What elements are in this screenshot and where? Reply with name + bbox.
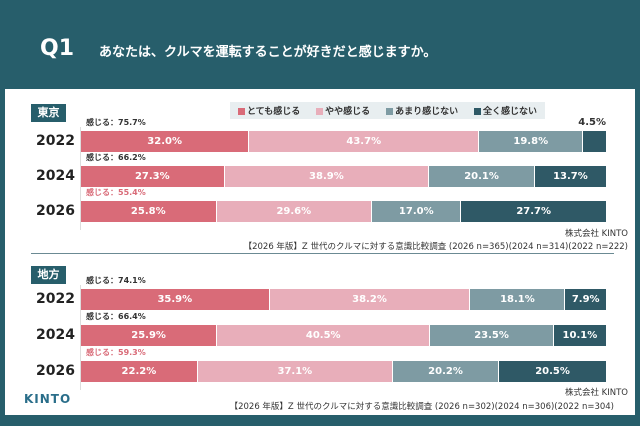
stacked-bar: 27.3% 38.9% 20.1% 13.7% xyxy=(81,166,607,187)
data-label: 25.8% xyxy=(130,206,166,217)
total-agree-label: 感じる：59.3% xyxy=(86,348,146,357)
question-number: Q1 xyxy=(40,36,75,61)
bar-segment: 4.5% xyxy=(578,117,607,152)
data-label: 20.1% xyxy=(464,171,499,182)
bar-segment: 27.3% xyxy=(81,166,225,187)
total-agree-label: 感じる：75.7% xyxy=(86,118,146,127)
bar-segment: 23.5% xyxy=(430,325,554,346)
data-label: 25.9% xyxy=(131,330,166,341)
section-label-region: 地方 xyxy=(31,266,66,284)
stacked-bar: 35.9% 38.2% 18.1% 7.9% xyxy=(81,289,607,310)
legend-item: やや感じる xyxy=(316,104,370,117)
bar-segment: 10.1% xyxy=(553,325,607,346)
bar-segment: 37.1% xyxy=(197,361,393,382)
bar-segment: 32.0% xyxy=(81,131,250,152)
survey-note: 【2026 年版】Z 世代のクルマに対する意識比較調査 (2026 n=302)… xyxy=(229,402,614,412)
bar-segment: 20.1% xyxy=(429,166,535,187)
data-label: 19.8% xyxy=(513,136,549,147)
stacked-bar: 32.0% 43.7% 19.8% 4.5% xyxy=(81,117,607,152)
data-label: 35.9% xyxy=(157,294,193,305)
stacked-bar: 25.8% 29.6% 17.0% 27.7% xyxy=(81,201,607,222)
data-label: 20.2% xyxy=(428,366,463,377)
legend-swatch xyxy=(473,108,481,115)
legend-swatch xyxy=(237,108,245,115)
legend-item: あまり感じない xyxy=(386,104,458,117)
year-label: 2024 xyxy=(36,327,75,343)
bar-segment: 43.7% xyxy=(249,131,480,152)
data-label: 27.3% xyxy=(134,171,170,182)
legend-label: 全く感じない xyxy=(482,107,537,117)
bar-segment: 25.9% xyxy=(81,325,218,346)
data-label: 27.7% xyxy=(516,206,552,217)
legend-swatch xyxy=(316,108,324,115)
legend-label: あまり感じない xyxy=(395,107,459,117)
data-label: 29.6% xyxy=(276,206,312,217)
data-label: 23.5% xyxy=(474,330,509,341)
data-label: 10.1% xyxy=(562,330,598,341)
data-label: 7.9% xyxy=(571,294,600,305)
source-label: 株式会社 KINTO xyxy=(564,229,628,239)
bar-segment: 27.7% xyxy=(461,201,607,222)
stacked-bar: 25.9% 40.5% 23.5% 10.1% xyxy=(81,325,607,346)
data-label: 43.7% xyxy=(346,136,382,147)
year-label: 2026 xyxy=(36,203,75,219)
year-label: 2024 xyxy=(36,168,75,184)
data-label: 20.5% xyxy=(535,366,570,377)
bar-segment: 38.2% xyxy=(269,289,471,310)
year-label: 2026 xyxy=(36,363,75,379)
data-label: 13.7% xyxy=(553,171,588,182)
data-label: 38.9% xyxy=(309,171,344,182)
data-label: 37.1% xyxy=(277,366,313,377)
data-label: 32.0% xyxy=(147,136,182,147)
survey-note: 【2026 年版】Z 世代のクルマに対する意識比較調査 (2026 n=365)… xyxy=(243,242,628,252)
bar-segment: 29.6% xyxy=(216,201,373,222)
data-label: 4.5% xyxy=(578,117,606,128)
question-text: あなたは、クルマを運転することが好きだと感じますか。 xyxy=(99,45,437,60)
bar-segment: 40.5% xyxy=(217,325,431,346)
section-label-tokyo: 東京 xyxy=(31,104,66,122)
stacked-bar: 22.2% 37.1% 20.2% 20.5% xyxy=(81,361,607,382)
legend-item: とても感じる xyxy=(237,104,301,117)
data-label: 17.0% xyxy=(398,206,434,217)
legend-label: やや感じる xyxy=(325,107,371,117)
bar-segment: 19.8% xyxy=(479,131,584,152)
legend-swatch xyxy=(386,108,394,115)
bar-segment: 13.7% xyxy=(534,166,607,187)
bar-segment: 20.5% xyxy=(499,361,607,382)
data-label: 40.5% xyxy=(305,330,341,341)
axis-line xyxy=(80,285,81,390)
section-divider xyxy=(31,253,614,254)
bar-segment: 35.9% xyxy=(81,289,270,310)
bar-segment: 7.9% xyxy=(565,289,607,310)
total-agree-label: 感じる：66.2% xyxy=(86,153,146,162)
total-agree-label: 感じる：55.4% xyxy=(86,188,146,197)
data-label: 18.1% xyxy=(500,294,535,305)
year-label: 2022 xyxy=(36,291,75,307)
year-label: 2022 xyxy=(36,133,75,149)
axis-line xyxy=(80,127,81,230)
bar-segment: 25.8% xyxy=(81,201,217,222)
total-agree-label: 感じる：74.1% xyxy=(86,276,146,285)
source-label: 株式会社 KINTO xyxy=(564,388,628,398)
bar-segment: 17.0% xyxy=(372,201,462,222)
total-agree-label: 感じる：66.4% xyxy=(86,312,146,321)
legend-label: とても感じる xyxy=(246,107,301,117)
bar-segment: 38.9% xyxy=(224,166,430,187)
legend-item: 全く感じない xyxy=(473,104,537,117)
data-label: 22.2% xyxy=(121,366,157,377)
kinto-logo: KINTO xyxy=(24,392,72,406)
bar-segment: 18.1% xyxy=(470,289,566,310)
data-label: 38.2% xyxy=(352,294,387,305)
bar-segment: 20.2% xyxy=(392,361,500,382)
legend: とても感じる やや感じる あまり感じない 全く感じない xyxy=(230,102,545,119)
bar-segment: 22.2% xyxy=(81,361,198,382)
